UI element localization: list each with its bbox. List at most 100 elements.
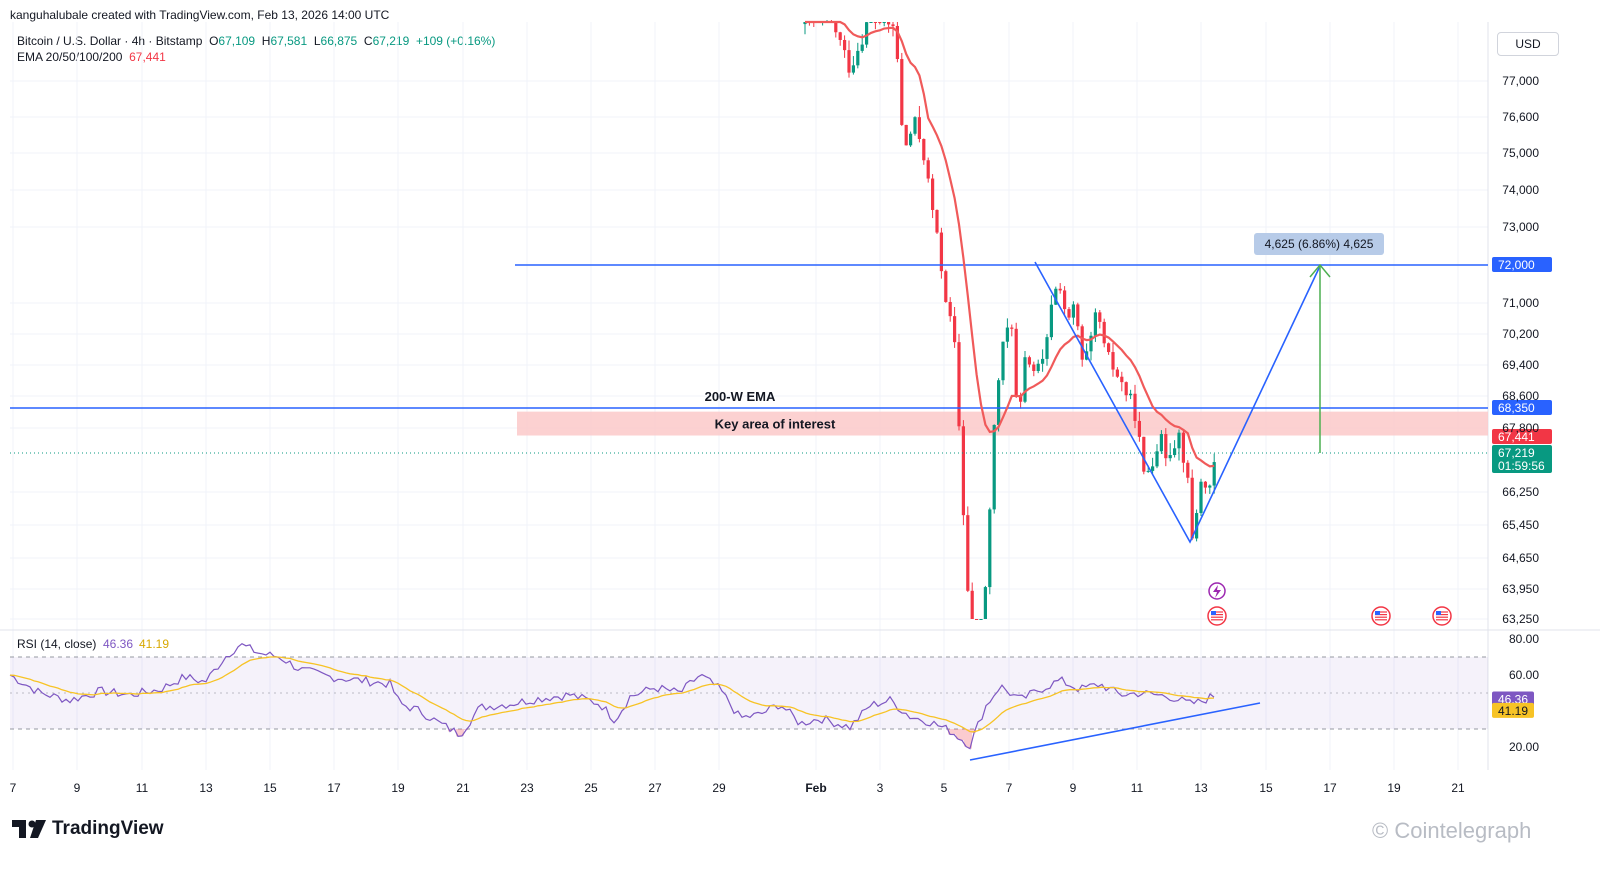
time-tick-label: 9 <box>1070 781 1077 795</box>
candle-body <box>1014 328 1018 395</box>
candle-body <box>847 50 851 73</box>
rsi-title: RSI (14, close) <box>17 637 96 651</box>
candle-body <box>997 380 1001 425</box>
time-tick-label: 13 <box>199 781 213 795</box>
price-tick-label: 76,600 <box>1502 110 1539 124</box>
overlays: 200-W EMA 4,625 (6.86%) 4,625 72,000 68,350… <box>10 20 1552 626</box>
time-tick-label: 9 <box>74 781 81 795</box>
candle-body <box>1071 304 1075 318</box>
ema-200w-label: 200-W EMA <box>705 389 776 404</box>
candle-body <box>1164 434 1168 459</box>
time-tick-label: 21 <box>456 781 470 795</box>
price-badge <box>1492 257 1552 272</box>
candle-body <box>1102 321 1106 344</box>
measure-label-box <box>1254 233 1384 255</box>
price-badge-label: 67,441 <box>1498 430 1535 444</box>
candle-body <box>878 22 882 23</box>
tradingview-brand-text: TradingView <box>52 818 164 839</box>
price-tick-label: 67,800 <box>1502 421 1539 435</box>
candle-body <box>1001 341 1005 381</box>
candle-body <box>1181 432 1185 463</box>
time-tick-label: 11 <box>136 781 149 795</box>
open-value: 67,109 <box>218 34 256 48</box>
time-tick-label: 11 <box>1131 781 1144 795</box>
us-flag-event-icon-canton <box>1211 611 1216 615</box>
high-value: 67,581 <box>270 34 308 48</box>
key-area-zone <box>517 411 1488 436</box>
ema-legend[interactable]: EMA 20/50/100/200 67,441 <box>17 50 166 64</box>
candle-body <box>966 515 970 591</box>
time-tick-label: 15 <box>263 781 277 795</box>
rsi-tick-label: 60.00 <box>1509 668 1539 682</box>
candle-body <box>1142 436 1146 472</box>
tradingview-logo-icon <box>12 820 46 838</box>
cointelegraph-watermark: © Cointelegraph <box>1372 818 1532 843</box>
open-label: O <box>209 34 219 48</box>
zone-layer: Key area of interest <box>517 411 1488 436</box>
price-tick-label: 63,950 <box>1502 582 1539 596</box>
candle-body <box>1093 312 1097 336</box>
candle-body <box>913 117 917 134</box>
rsi-value: 46.36 <box>103 637 133 651</box>
close-value: 67,219 <box>372 34 410 48</box>
candle-body <box>1151 466 1155 471</box>
rsi-trendline <box>969 702 1261 761</box>
candle-body <box>891 24 895 26</box>
symbol-name[interactable]: Bitcoin / U.S. Dollar · 4h · Bitstamp <box>17 34 203 48</box>
symbol-info-line: Bitcoin / U.S. Dollar · 4h · Bitstamp O6… <box>17 34 495 48</box>
rsi-ma-value: 41.19 <box>139 637 169 651</box>
candle-body <box>1010 327 1014 329</box>
time-tick-label: 3 <box>877 781 884 795</box>
candle-body <box>1212 462 1216 486</box>
candle-body <box>1146 470 1150 472</box>
rsi-badge <box>1492 702 1534 718</box>
candle-body <box>1089 335 1093 352</box>
us-flag-event-icon-3-canton <box>1436 611 1441 615</box>
price-tick-label: 75,000 <box>1502 146 1539 160</box>
candle-body <box>1203 481 1207 488</box>
ema-label: EMA 20/50/100/200 <box>17 50 123 64</box>
low-value: 66,875 <box>320 34 358 48</box>
time-tick-label: 17 <box>1323 781 1337 795</box>
rsi-line <box>9 642 1215 750</box>
price-tick-label: 69,400 <box>1502 358 1539 372</box>
high-label: H <box>261 34 271 48</box>
candle-body <box>900 59 904 125</box>
tradingview-logo[interactable]: TradingView <box>12 818 164 840</box>
time-tick-label: 29 <box>712 781 726 795</box>
candle-body <box>1208 485 1212 488</box>
price-badge-label: 67,219 <box>1498 446 1535 460</box>
candles <box>803 20 1216 620</box>
candle-body <box>988 509 992 588</box>
candle-body <box>869 22 873 23</box>
candle-body <box>935 209 939 233</box>
price-tick-label: 65,450 <box>1502 518 1539 532</box>
candle-body <box>1058 288 1062 291</box>
price-badge-countdown: 01:59:56 <box>1498 459 1545 473</box>
currency-selector[interactable]: USD <box>1497 32 1559 56</box>
candle-body <box>931 178 935 210</box>
time-tick-label: 17 <box>327 781 341 795</box>
low-label: L <box>313 34 321 48</box>
chart-credit: kanguhalubale created with TradingView.c… <box>10 8 390 22</box>
candle-body <box>1155 451 1159 467</box>
candle-body <box>1111 352 1115 370</box>
candle-body <box>1124 382 1128 396</box>
candle-body <box>992 424 996 510</box>
candle-body <box>873 22 877 23</box>
price-badge <box>1492 400 1552 415</box>
price-badge-label: 72,000 <box>1498 258 1535 272</box>
candle-body <box>1080 326 1084 360</box>
candle-body <box>1067 309 1071 318</box>
candle-body <box>895 25 899 60</box>
ema-value: 67,441 <box>129 50 166 64</box>
grid <box>0 22 1600 770</box>
time-tick-label: 7 <box>1006 781 1013 795</box>
candle-body <box>1036 363 1040 371</box>
candle-body <box>865 22 869 45</box>
candle-body <box>1098 312 1102 322</box>
measure-arrow-head <box>1309 263 1331 278</box>
candle-body <box>983 587 987 619</box>
